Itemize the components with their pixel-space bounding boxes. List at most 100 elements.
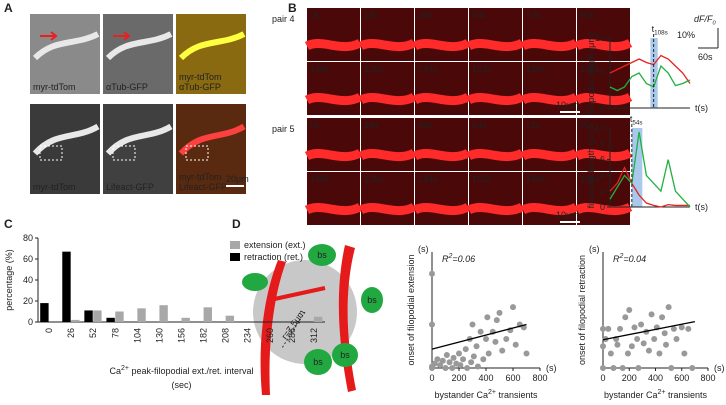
- cell: [308, 244, 336, 266]
- panel-label: D: [232, 217, 241, 231]
- point: [619, 365, 626, 371]
- point: [665, 304, 672, 311]
- point: [661, 330, 668, 337]
- point: [685, 325, 692, 332]
- scale-bar-label: 60s: [698, 52, 713, 62]
- point: [443, 351, 450, 358]
- x-label: t(s): [695, 202, 708, 212]
- series-line: [609, 131, 691, 208]
- bar: [115, 311, 124, 322]
- x-label-part: transients: [496, 390, 538, 400]
- bar: [40, 303, 49, 322]
- frame-time: 18s: [364, 120, 379, 130]
- legend-swatch: [230, 241, 240, 249]
- roi-box: [39, 145, 63, 161]
- frame: [523, 8, 576, 61]
- vessel-signal: [466, 148, 525, 162]
- x-unit: (s): [714, 363, 725, 373]
- frame-time: 54s: [472, 10, 487, 20]
- point: [648, 311, 655, 318]
- x-label: Ca2+ peak-filopodial ext./ret. interval: [109, 365, 253, 376]
- x-tick-label: 200: [451, 373, 466, 383]
- vessel-signal: [466, 38, 525, 52]
- x-label-part: 2+: [488, 389, 496, 396]
- x-tick-label: 52: [88, 328, 98, 338]
- radius: [281, 311, 306, 349]
- series-line: [609, 64, 691, 92]
- x-label-part: 2+: [121, 365, 129, 372]
- frame-time: 180s: [526, 174, 546, 184]
- frame: [415, 172, 468, 225]
- marker-label: t108s: [652, 24, 668, 37]
- frame-time: 108s: [310, 64, 330, 74]
- tile-label: Lifeact-GFP: [179, 182, 227, 192]
- frame: [307, 62, 360, 115]
- point: [523, 350, 530, 357]
- fit-line: [602, 320, 696, 341]
- annotation-part: =0.06: [452, 254, 475, 264]
- point: [499, 347, 506, 354]
- frame-time: 90s: [580, 10, 595, 20]
- x-tick-label: 0: [600, 373, 605, 383]
- frame-time: 180s: [526, 64, 546, 74]
- tile-label: myr-tdTom: [179, 72, 222, 82]
- y-tick-label: 60: [23, 254, 33, 264]
- x-tick-label: 286: [287, 328, 297, 343]
- point: [446, 359, 453, 366]
- point: [480, 356, 487, 363]
- bar: [62, 251, 71, 322]
- point: [626, 307, 633, 313]
- tile-label: αTub-GFP: [106, 82, 148, 92]
- frame: [469, 62, 522, 115]
- scale-bar-label: 10μm: [556, 210, 579, 220]
- vessel-signal: [32, 31, 100, 61]
- annotation: R2=0.04: [613, 253, 646, 264]
- x-tick-label: 200: [622, 373, 637, 383]
- vessel-signal: [358, 202, 417, 216]
- point: [678, 324, 685, 331]
- vessel-signal: [574, 38, 633, 52]
- point: [437, 362, 444, 369]
- frame: [415, 118, 468, 171]
- point: [449, 365, 456, 371]
- x-label: bystander Ca2+ transients: [604, 389, 708, 400]
- frame: [469, 8, 522, 61]
- frame-time: 36s: [418, 120, 433, 130]
- vessel-signal: [466, 92, 525, 106]
- frame: [577, 118, 630, 171]
- annotation: R2=0.06: [442, 253, 475, 264]
- point: [659, 314, 666, 321]
- x-unit: (sec): [172, 380, 192, 390]
- x-label-part: 2+: [658, 389, 666, 396]
- point: [429, 270, 435, 277]
- point: [614, 341, 621, 348]
- legend-swatch: [230, 253, 240, 261]
- vessel-signal: [358, 38, 417, 52]
- vessel-signal: [304, 148, 363, 162]
- y-tick-label: 10: [595, 123, 605, 133]
- x-tick-label: 182: [199, 328, 209, 343]
- marker-label-part: t: [652, 24, 655, 34]
- bar: [313, 316, 323, 322]
- vessel-signal: [520, 148, 579, 162]
- y-tick-label: 40: [23, 275, 33, 285]
- point: [622, 314, 629, 321]
- point: [663, 341, 669, 348]
- vessel-signal: [105, 31, 173, 61]
- point: [473, 343, 480, 350]
- vessel-signal: [412, 92, 471, 106]
- x-unit: (s): [546, 363, 557, 373]
- roi-box: [185, 145, 209, 161]
- annotation-part: R: [442, 254, 449, 264]
- point: [607, 350, 614, 357]
- y-tick-label: 0: [28, 317, 33, 327]
- point: [635, 365, 642, 371]
- scale-bar-label: 20μm: [226, 174, 249, 184]
- point: [631, 324, 638, 331]
- vessel-signal: [520, 38, 579, 52]
- x-label-part: bystander Ca: [434, 390, 488, 400]
- frame-time: 0s: [310, 120, 320, 130]
- filopodium: [269, 286, 326, 302]
- frame: [361, 8, 414, 61]
- vessel-signal: [520, 202, 579, 216]
